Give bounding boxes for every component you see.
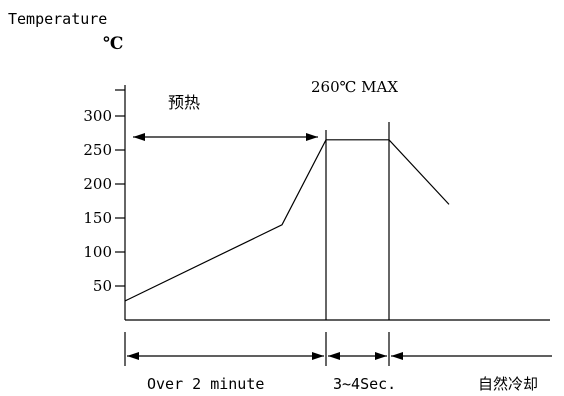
phase-label-cooling: 自然冷却 (478, 375, 538, 393)
y-tick-label: 150 (83, 209, 112, 227)
phase-label-preheat: Over 2 minute (147, 375, 264, 393)
phase-label-peak: 3~4Sec. (333, 375, 396, 393)
y-axis-title: Temperature (8, 10, 107, 28)
y-ticks: 50 100 150 200 250 300 (83, 89, 125, 295)
peak-label: 260℃ MAX (311, 78, 398, 96)
temperature-curve (124, 139, 450, 302)
y-tick-label: 250 (83, 141, 112, 159)
preheat-arrow (133, 133, 318, 141)
preheat-label: 预热 (168, 93, 200, 112)
y-tick-label: 300 (83, 107, 112, 125)
y-tick-label: 200 (83, 175, 112, 193)
time-arrows (124, 332, 552, 366)
y-tick-label: 100 (83, 243, 112, 261)
y-axis-unit: ℃ (103, 34, 123, 54)
y-tick-label: 50 (93, 277, 112, 295)
